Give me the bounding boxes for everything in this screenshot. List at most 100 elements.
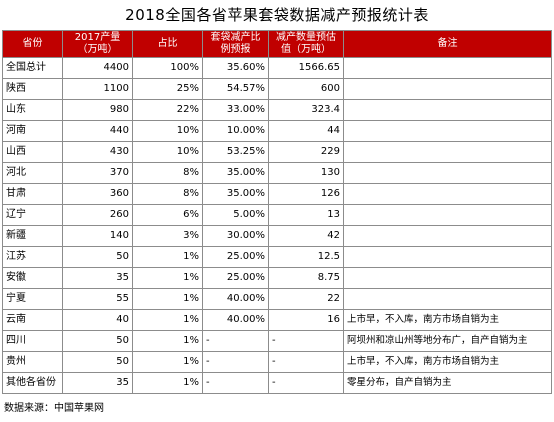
table-row: 四川 50 1% - - 阿坝州和凉山州等地分布广，自产自销为主 [2,330,552,352]
cell-province: 河南 [2,120,63,142]
cell-note [343,288,552,310]
table-row: 甘肃 360 8% 35.00% 126 [2,183,552,205]
header-ratio: 套袋减产比例预报 [202,30,269,58]
cell-production: 55 [62,288,133,310]
table-row: 山西 430 10% 53.25% 229 [2,141,552,163]
table-row: 河北 370 8% 35.00% 130 [2,162,552,184]
cell-production: 440 [62,120,133,142]
cell-note: 上市早，不入库，南方市场自销为主 [343,309,552,331]
cell-share: 8% [132,162,203,184]
header-share: 占比 [132,30,203,58]
cell-production: 50 [62,330,133,352]
table-row: 江苏 50 1% 25.00% 12.5 [2,246,552,268]
cell-province: 其他各省份 [2,372,63,394]
cell-reduction: 8.75 [268,267,344,289]
cell-reduction: 130 [268,162,344,184]
cell-share: 25% [132,78,203,100]
table-row: 陕西 1100 25% 54.57% 600 [2,78,552,100]
cell-note: 阿坝州和凉山州等地分布广，自产自销为主 [343,330,552,352]
cell-province: 河北 [2,162,63,184]
cell-note [343,204,552,226]
cell-note [343,78,552,100]
cell-share: 1% [132,309,203,331]
cell-share: 100% [132,57,203,79]
cell-note [343,183,552,205]
cell-ratio: 54.57% [202,78,269,100]
cell-province: 贵州 [2,351,63,373]
cell-province: 辽宁 [2,204,63,226]
cell-ratio: 25.00% [202,246,269,268]
cell-reduction: 42 [268,225,344,247]
table-row: 宁夏 55 1% 40.00% 22 [2,288,552,310]
cell-ratio: 35.00% [202,183,269,205]
cell-province: 山西 [2,141,63,163]
cell-ratio: 40.00% [202,309,269,331]
cell-note [343,162,552,184]
table-title: 2018全国各省苹果套袋数据减产预报统计表 [125,6,429,24]
cell-note [343,57,552,79]
cell-reduction: 44 [268,120,344,142]
cell-reduction: 126 [268,183,344,205]
cell-note: 零星分布，自产自销为主 [343,372,552,394]
cell-reduction: - [268,351,344,373]
production-forecast-table: 省份 2017产量（万吨） 占比 套袋减产比例预报 减产数量预估值（万吨） 备注… [2,30,552,394]
cell-reduction: 323.4 [268,99,344,121]
cell-ratio: 5.00% [202,204,269,226]
cell-ratio: - [202,351,269,373]
cell-production: 50 [62,246,133,268]
cell-reduction: 1566.65 [268,57,344,79]
cell-share: 1% [132,351,203,373]
cell-production: 1100 [62,78,133,100]
cell-production: 360 [62,183,133,205]
table-row: 安徽 35 1% 25.00% 8.75 [2,267,552,289]
cell-share: 22% [132,99,203,121]
cell-province: 新疆 [2,225,63,247]
cell-ratio: - [202,372,269,394]
cell-province: 安徽 [2,267,63,289]
cell-note [343,246,552,268]
cell-note [343,225,552,247]
table-row: 辽宁 260 6% 5.00% 13 [2,204,552,226]
table-row: 山东 980 22% 33.00% 323.4 [2,99,552,121]
cell-ratio: 25.00% [202,267,269,289]
cell-province: 甘肃 [2,183,63,205]
cell-share: 8% [132,183,203,205]
cell-share: 1% [132,267,203,289]
cell-production: 430 [62,141,133,163]
cell-share: 10% [132,120,203,142]
cell-ratio: 35.00% [202,162,269,184]
cell-production: 50 [62,351,133,373]
cell-ratio: 10.00% [202,120,269,142]
cell-reduction: 12.5 [268,246,344,268]
cell-reduction: 229 [268,141,344,163]
header-production: 2017产量（万吨） [62,30,133,58]
cell-production: 370 [62,162,133,184]
header-note: 备注 [343,30,552,58]
cell-production: 40 [62,309,133,331]
table-header-row: 省份 2017产量（万吨） 占比 套袋减产比例预报 减产数量预估值（万吨） 备注 [2,30,552,58]
cell-production: 980 [62,99,133,121]
cell-note [343,267,552,289]
cell-ratio: - [202,330,269,352]
cell-reduction: 16 [268,309,344,331]
cell-production: 140 [62,225,133,247]
table-row: 云南 40 1% 40.00% 16 上市早，不入库，南方市场自销为主 [2,309,552,331]
cell-province: 山东 [2,99,63,121]
cell-share: 1% [132,288,203,310]
cell-reduction: 13 [268,204,344,226]
cell-reduction: - [268,330,344,352]
cell-ratio: 30.00% [202,225,269,247]
table-row: 全国总计 4400 100% 35.60% 1566.65 [2,57,552,79]
cell-province: 云南 [2,309,63,331]
cell-share: 1% [132,330,203,352]
table-row: 河南 440 10% 10.00% 44 [2,120,552,142]
cell-production: 35 [62,267,133,289]
cell-note [343,120,552,142]
cell-reduction: 600 [268,78,344,100]
cell-production: 260 [62,204,133,226]
cell-reduction: - [268,372,344,394]
cell-production: 35 [62,372,133,394]
table-row: 新疆 140 3% 30.00% 42 [2,225,552,247]
cell-note [343,141,552,163]
cell-province: 江苏 [2,246,63,268]
